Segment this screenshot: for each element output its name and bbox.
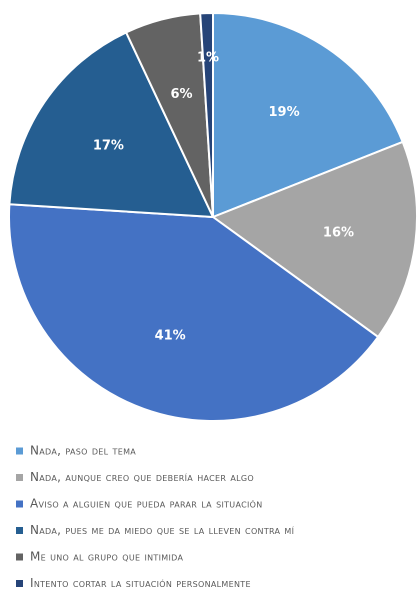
legend-label: Me uno al grupo que intimida (30, 550, 183, 564)
legend-label: Aviso a alguien que pueda parar la situa… (30, 497, 263, 511)
legend-swatch (16, 553, 23, 561)
legend-swatch (16, 527, 23, 534)
legend-swatch (16, 580, 23, 587)
legend-label: Nada, pues me da miedo que se la lleven … (30, 523, 295, 537)
pie-slice (8, 203, 380, 422)
data-label: 19% (269, 105, 300, 120)
legend-label: Nada, aunque creo que debería hacer algo (30, 470, 254, 484)
data-label: 1% (197, 50, 219, 65)
legend-label: Intento cortar la situación personalment… (30, 576, 251, 590)
data-label: 41% (155, 329, 186, 344)
legend-label: Nada, paso del tema (30, 444, 136, 458)
legend-swatch (16, 447, 23, 455)
data-label: 6% (171, 87, 193, 102)
pie-slice (210, 140, 417, 339)
pie-slice (212, 11, 404, 219)
data-label: 17% (93, 138, 124, 153)
legend-swatch (16, 474, 23, 481)
data-label: 16% (323, 225, 354, 240)
legend-swatch (16, 500, 23, 508)
pie-slice (8, 31, 215, 219)
pie-slice (199, 11, 214, 218)
